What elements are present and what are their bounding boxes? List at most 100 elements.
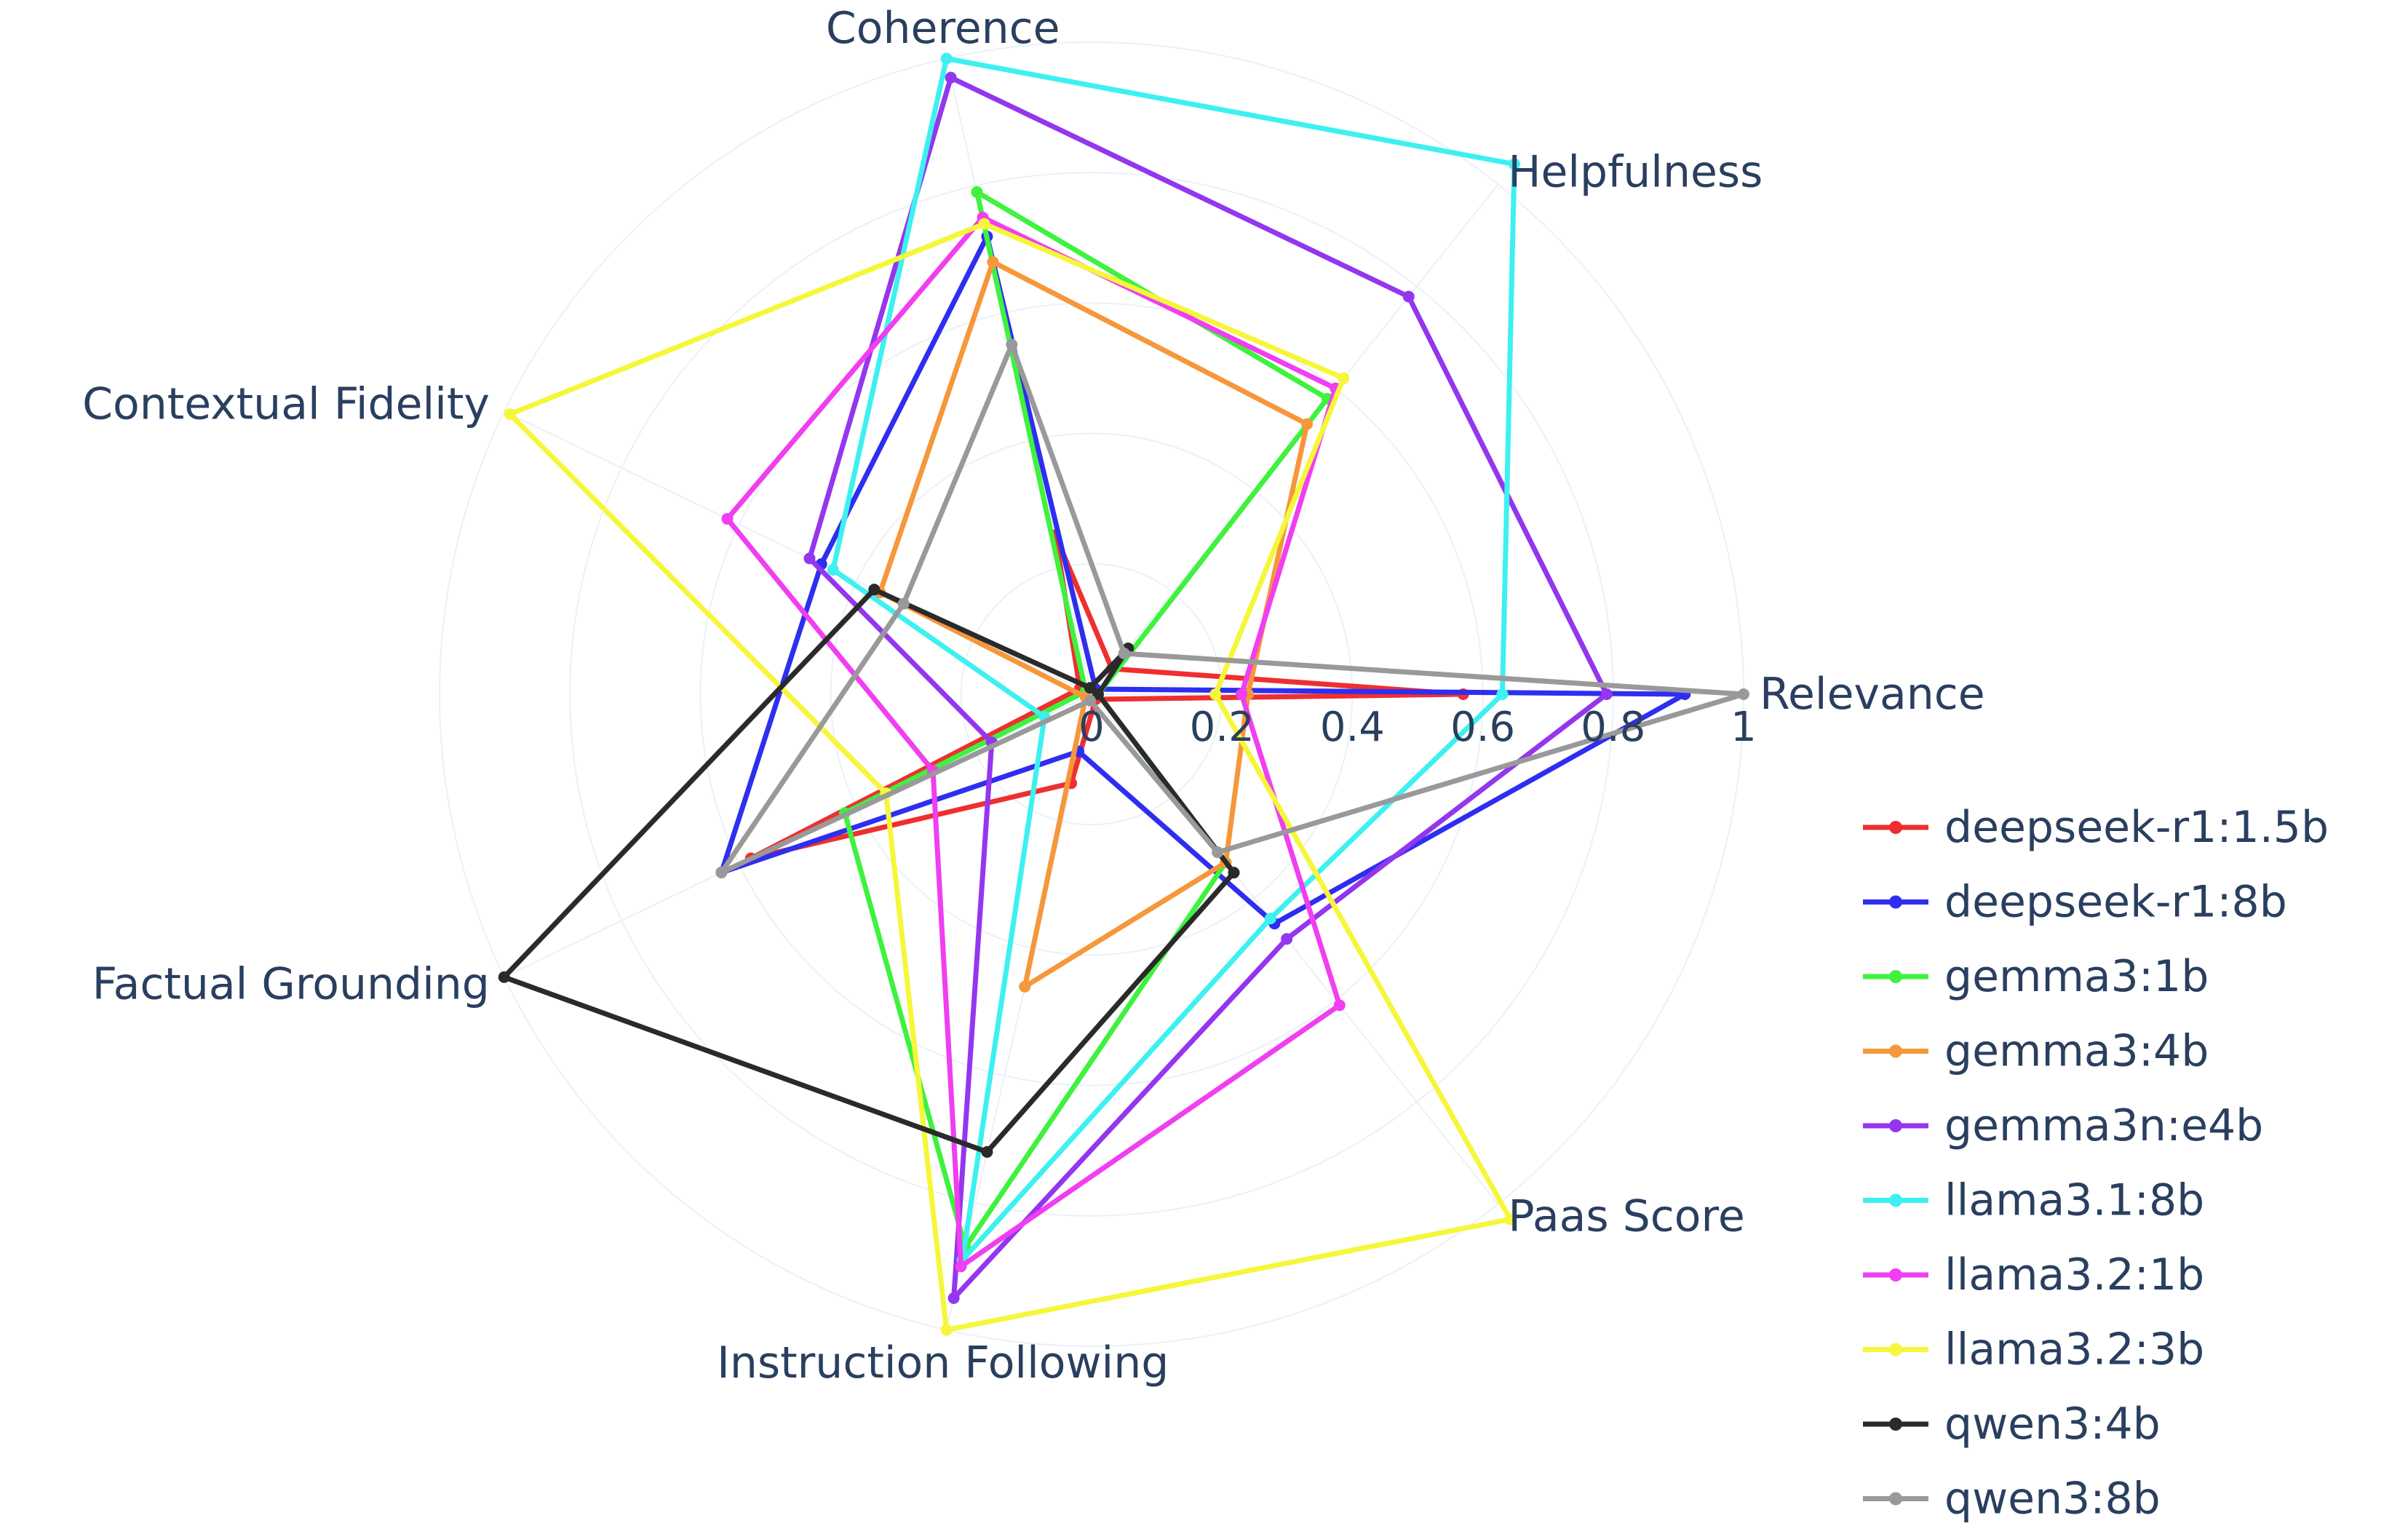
data-point bbox=[1600, 688, 1613, 700]
series-line bbox=[877, 259, 1310, 990]
series-line bbox=[830, 56, 1517, 1263]
data-point bbox=[827, 563, 839, 576]
series-deepseek-r1:8b bbox=[715, 231, 1691, 930]
data-point bbox=[1209, 688, 1222, 700]
legend-label: llama3.2:3b bbox=[1944, 1324, 2204, 1375]
legend-swatch-marker bbox=[1889, 970, 1902, 983]
legend-item[interactable]: qwen3:8b bbox=[1863, 1474, 2161, 1525]
legend-label: llama3.2:1b bbox=[1944, 1249, 2204, 1300]
series-llama3.2:3b bbox=[504, 218, 1517, 1336]
legend-item[interactable]: llama3.1:8b bbox=[1863, 1175, 2204, 1226]
legend: deepseek-r1:1.5b deepseek-r1:8b gemma3:1b g… bbox=[1863, 802, 2329, 1525]
data-point bbox=[1301, 418, 1314, 430]
legend-item[interactable]: deepseek-r1:1.5b bbox=[1863, 802, 2329, 853]
axis-label: Contextual Fidelity bbox=[82, 379, 490, 430]
data-point bbox=[971, 186, 983, 198]
grid-spoke bbox=[945, 694, 1092, 1330]
data-point bbox=[1006, 338, 1018, 351]
radial-tick-labels: 0 0.2 0.4 0.6 0.8 1 bbox=[1078, 704, 1757, 751]
radial-tick-label: 0.4 bbox=[1320, 704, 1385, 751]
axis-label: Coherence bbox=[826, 3, 1060, 54]
data-point bbox=[1212, 846, 1224, 859]
series-line bbox=[842, 189, 1330, 1250]
legend-swatch-marker bbox=[1889, 1343, 1902, 1356]
legend-label: gemma3:1b bbox=[1944, 951, 2209, 1002]
data-point bbox=[978, 218, 990, 230]
data-point bbox=[1084, 682, 1097, 694]
radial-tick-label: 1 bbox=[1730, 704, 1757, 751]
data-point bbox=[721, 512, 734, 525]
legend-swatch-marker bbox=[1889, 1119, 1902, 1132]
radial-tick-label: 0 bbox=[1078, 704, 1105, 751]
series-line bbox=[725, 215, 1343, 1269]
axis-label: Instruction Following bbox=[717, 1338, 1169, 1388]
legend-item[interactable]: gemma3n:e4b bbox=[1863, 1100, 2263, 1151]
data-point bbox=[981, 1145, 993, 1158]
data-point bbox=[1504, 1213, 1517, 1225]
legend-item[interactable]: llama3.2:3b bbox=[1863, 1324, 2204, 1375]
radial-tick-label: 0.6 bbox=[1450, 704, 1515, 751]
grid-spoke bbox=[1091, 694, 1499, 1205]
legend-swatch-marker bbox=[1889, 1268, 1902, 1281]
series-line bbox=[748, 533, 1466, 861]
legend-item[interactable]: llama3.2:1b bbox=[1863, 1249, 2204, 1300]
axis-label: Factual Grounding bbox=[92, 958, 490, 1009]
legend-item[interactable]: qwen3:4b bbox=[1863, 1399, 2161, 1450]
data-point bbox=[987, 255, 999, 268]
data-point bbox=[715, 866, 728, 878]
data-point bbox=[1019, 980, 1031, 993]
data-point bbox=[803, 552, 816, 565]
legend-swatch-marker bbox=[1889, 821, 1902, 834]
data-point bbox=[1118, 647, 1130, 659]
data-point bbox=[1508, 158, 1520, 170]
data-point bbox=[955, 1260, 967, 1273]
series-line bbox=[507, 221, 1513, 1332]
data-point bbox=[498, 971, 510, 983]
legend-label: deepseek-r1:1.5b bbox=[1944, 802, 2329, 853]
data-point bbox=[947, 1292, 960, 1304]
legend-label: llama3.1:8b bbox=[1944, 1175, 2204, 1226]
legend-swatch-marker bbox=[1889, 1418, 1902, 1431]
legend-label: gemma3:4b bbox=[1944, 1026, 2209, 1077]
data-point bbox=[1092, 688, 1104, 700]
series-qwen3:8b bbox=[715, 338, 1749, 878]
data-point bbox=[1738, 688, 1749, 700]
data-point bbox=[1084, 694, 1097, 707]
legend-swatch-marker bbox=[1889, 1044, 1902, 1058]
data-point bbox=[1402, 290, 1415, 303]
radar-series bbox=[498, 52, 1749, 1336]
legend-item[interactable]: gemma3:1b bbox=[1863, 951, 2209, 1002]
series-gemma3n:e4b bbox=[803, 71, 1613, 1304]
axis-label: Relevance bbox=[1760, 669, 1985, 720]
axis-label: Helpfulness bbox=[1508, 146, 1763, 197]
data-point bbox=[504, 408, 516, 421]
legend-label: qwen3:8b bbox=[1944, 1474, 2161, 1525]
grid-spoke bbox=[504, 410, 1092, 695]
data-point bbox=[1236, 688, 1248, 700]
data-point bbox=[1496, 688, 1509, 700]
data-point bbox=[940, 52, 953, 65]
series-line bbox=[718, 342, 1747, 875]
axis-label: Paas Score bbox=[1508, 1191, 1744, 1242]
radial-tick-label: 0.8 bbox=[1581, 704, 1645, 751]
legend-swatch-marker bbox=[1889, 1492, 1902, 1506]
data-point bbox=[868, 584, 881, 596]
axis-labels: Relevance Helpfulness Coherence Contextual … bbox=[82, 3, 1985, 1388]
series-line bbox=[501, 587, 1236, 1155]
data-point bbox=[1281, 933, 1293, 945]
data-point bbox=[1333, 999, 1346, 1012]
data-point bbox=[1264, 913, 1276, 925]
legend-swatch-marker bbox=[1889, 1193, 1902, 1207]
data-point bbox=[945, 71, 957, 84]
data-point bbox=[897, 597, 910, 610]
data-point bbox=[1228, 867, 1240, 879]
legend-item[interactable]: deepseek-r1:8b bbox=[1863, 877, 2287, 928]
legend-item[interactable]: gemma3:4b bbox=[1863, 1026, 2209, 1077]
data-point bbox=[1338, 372, 1350, 384]
series-line bbox=[718, 234, 1688, 926]
radial-tick-label: 0.2 bbox=[1190, 704, 1255, 751]
series-line bbox=[807, 75, 1610, 1301]
legend-label: qwen3:4b bbox=[1944, 1399, 2161, 1450]
legend-swatch-marker bbox=[1889, 895, 1902, 909]
